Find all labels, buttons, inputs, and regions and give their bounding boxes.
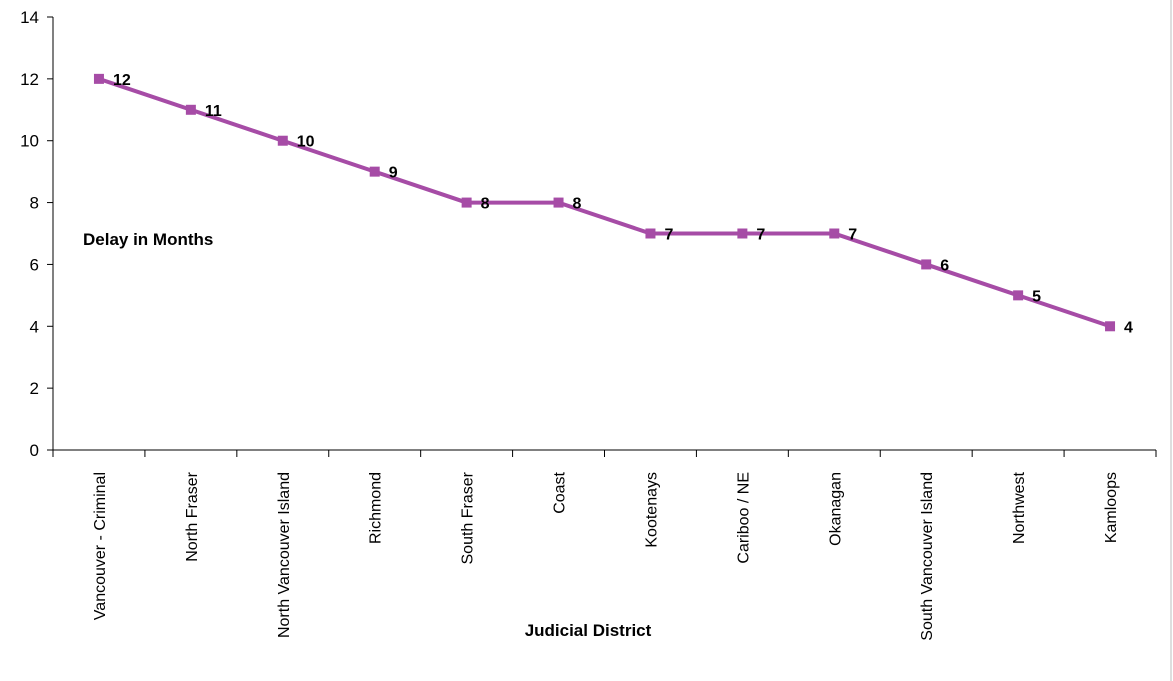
y-tick-label: 10 <box>20 132 39 151</box>
x-category-label: Vancouver - Criminal <box>92 472 109 620</box>
y-tick-labels: 0 2 4 6 8 10 12 14 <box>20 8 39 460</box>
y-axis-title: Delay in Months <box>83 230 213 249</box>
x-category-label: Cariboo / NE <box>735 472 752 564</box>
data-point-marker <box>461 197 472 208</box>
x-category-label: Northwest <box>1011 471 1028 544</box>
data-point-marker <box>645 228 656 239</box>
data-point-marker <box>277 135 288 146</box>
x-category-label: Richmond <box>368 472 385 544</box>
y-tick-label: 14 <box>20 8 39 27</box>
data-label: 7 <box>664 227 673 244</box>
series-line <box>98 76 1111 329</box>
x-category-label: Kootenays <box>643 472 660 548</box>
x-category-labels: Vancouver - Criminal North Fraser North Va… <box>92 471 1120 640</box>
data-point-marker <box>553 197 564 208</box>
y-tick-label: 12 <box>20 70 39 89</box>
y-tick-label: 0 <box>30 441 39 460</box>
data-label: 7 <box>756 227 765 244</box>
data-label: 8 <box>573 196 582 213</box>
data-label: 6 <box>940 257 949 274</box>
x-category-label: Kamloops <box>1103 472 1120 543</box>
data-point-marker <box>829 228 840 239</box>
x-category-label: Coast <box>552 471 569 513</box>
data-label: 8 <box>481 196 490 213</box>
data-label: 5 <box>1032 288 1041 305</box>
data-label: 4 <box>1124 319 1133 336</box>
axes <box>47 0 1172 681</box>
data-point-marker <box>185 104 196 115</box>
data-labels: 12 11 10 9 8 8 7 7 7 6 5 4 <box>113 72 1133 336</box>
data-point-marker <box>369 166 380 177</box>
x-category-label: South Vancouver Island <box>919 472 936 641</box>
x-category-label: Okanagan <box>827 472 844 546</box>
data-label: 7 <box>848 227 857 244</box>
y-tick-label: 6 <box>30 255 39 274</box>
data-label: 12 <box>113 72 131 89</box>
data-label: 11 <box>205 103 222 120</box>
data-label: 10 <box>297 134 315 151</box>
y-tick-label: 8 <box>30 194 39 213</box>
data-label: 9 <box>389 165 398 182</box>
x-category-label: North Fraser <box>184 471 201 561</box>
x-category-label: North Vancouver Island <box>276 472 293 638</box>
data-point-marker <box>921 259 932 270</box>
data-point-marker <box>737 228 748 239</box>
data-point-marker <box>93 73 104 84</box>
x-axis-title: Judicial District <box>525 621 652 640</box>
series-markers <box>93 73 1116 332</box>
data-point-marker <box>1013 290 1024 301</box>
data-point-marker <box>1105 321 1116 332</box>
x-category-label: South Fraser <box>460 471 477 564</box>
y-tick-label: 4 <box>30 317 39 336</box>
y-tick-label: 2 <box>30 379 39 398</box>
